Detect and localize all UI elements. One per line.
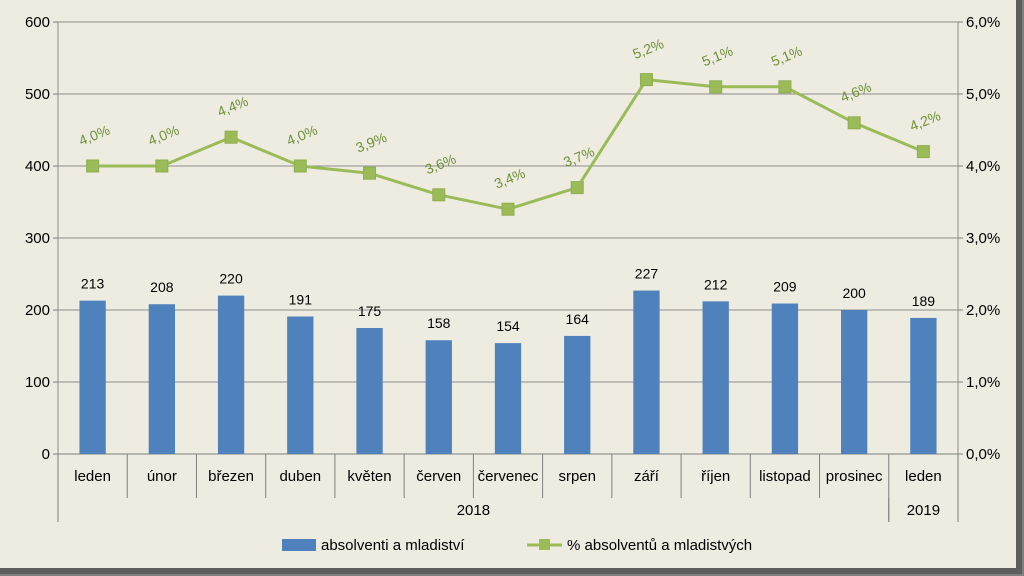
right-axis-tick-label: 4,0% xyxy=(966,158,1000,175)
bar-data-label: 189 xyxy=(912,293,936,309)
line-marker xyxy=(570,181,584,195)
year-label: 2018 xyxy=(457,502,490,519)
bar xyxy=(702,301,729,454)
bar-data-label: 164 xyxy=(566,311,590,327)
right-axis-tick-label: 3,0% xyxy=(966,230,1000,247)
right-axis-tick-label: 2,0% xyxy=(966,302,1000,319)
bar-data-label: 227 xyxy=(635,266,659,282)
bar xyxy=(633,290,660,454)
right-axis-tick-label: 1,0% xyxy=(966,374,1000,391)
category-label: květen xyxy=(347,468,391,485)
chart-panel: 0 100 200 300 400 500 600 0,0% 1,0% 2,0% 3,0% 4,0% 5… xyxy=(0,0,1016,568)
bar xyxy=(494,343,522,454)
year-label: 2019 xyxy=(907,502,940,519)
category-label: prosinec xyxy=(826,468,883,485)
right-axis-tick-label: 6,0% xyxy=(966,14,1000,31)
category-label: září xyxy=(634,468,660,485)
category-label: říjen xyxy=(701,468,730,485)
left-axis-tick-label: 600 xyxy=(25,14,50,31)
line-marker xyxy=(709,80,723,94)
bar-data-label: 209 xyxy=(773,279,797,295)
bar xyxy=(356,328,383,454)
bar-data-label: 220 xyxy=(219,271,243,287)
category-label: leden xyxy=(905,468,942,485)
bar xyxy=(287,316,314,454)
right-axis-tick-label: 0,0% xyxy=(966,446,1000,463)
bar-data-label: 200 xyxy=(842,285,866,301)
left-axis-tick-label: 300 xyxy=(25,230,50,247)
bar xyxy=(148,304,175,454)
bar xyxy=(217,295,245,454)
bar-data-label: 158 xyxy=(427,315,451,331)
bar-data-label: 212 xyxy=(704,276,728,292)
line-marker xyxy=(432,188,446,202)
left-axis-tick-label: 0 xyxy=(42,446,50,463)
category-label: srpen xyxy=(558,468,596,485)
category-label: duben xyxy=(279,468,321,485)
legend-line-marker xyxy=(539,539,550,550)
line-marker xyxy=(86,159,100,173)
left-axis-tick-label: 200 xyxy=(25,302,50,319)
bar-data-label: 175 xyxy=(358,303,382,319)
bar xyxy=(79,300,106,454)
bar-data-label: 154 xyxy=(496,318,520,334)
bar-data-label: 191 xyxy=(289,291,313,307)
category-label: březen xyxy=(208,468,254,485)
category-label: červenec xyxy=(478,468,539,485)
line-marker xyxy=(847,116,861,130)
category-label: únor xyxy=(147,468,177,485)
left-axis-tick-label: 100 xyxy=(25,374,50,391)
line-marker xyxy=(501,202,515,216)
bar xyxy=(771,303,799,454)
bar-data-label: 208 xyxy=(150,279,174,295)
category-label: červen xyxy=(416,468,461,485)
bar xyxy=(564,335,591,454)
right-axis-tick-label: 5,0% xyxy=(966,86,1000,103)
combo-chart: 0 100 200 300 400 500 600 0,0% 1,0% 2,0% 3,0% 4,0% 5… xyxy=(25,14,1000,554)
legend-bar-swatch xyxy=(282,539,316,551)
line-marker xyxy=(363,166,377,180)
left-axis-tick-label: 400 xyxy=(25,158,50,175)
left-axis-tick-label: 500 xyxy=(25,86,50,103)
bar xyxy=(841,310,868,454)
legend-line-label: % absolventů a mladistvých xyxy=(567,537,752,554)
line-marker xyxy=(916,145,930,159)
line-marker xyxy=(778,80,792,94)
category-label: leden xyxy=(74,468,111,485)
bar xyxy=(425,340,452,454)
category-label: listopad xyxy=(759,468,811,485)
legend-bar-label: absolventi a mladiství xyxy=(321,537,465,554)
line-marker xyxy=(293,159,307,173)
bar xyxy=(910,317,937,454)
line-marker xyxy=(155,159,169,173)
line-marker xyxy=(224,130,238,144)
line-marker xyxy=(639,73,653,87)
bar-data-label: 213 xyxy=(81,276,105,292)
